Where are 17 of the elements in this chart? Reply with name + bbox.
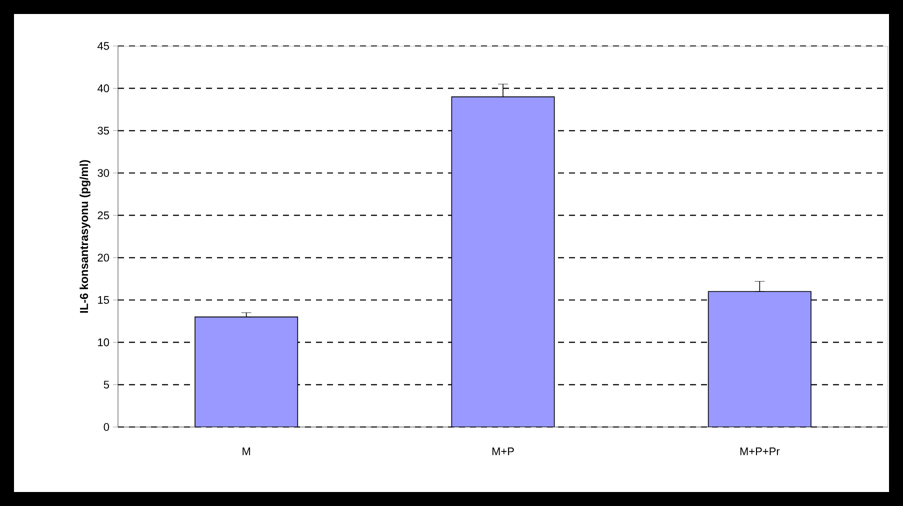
x-tick-label: M+P [492, 448, 514, 456]
y-tick-label: 35 [98, 126, 110, 135]
y-tick-label: 15 [98, 296, 110, 304]
y-axis-title: IL-6 konsantrasyonu (pg/ml) [80, 160, 90, 313]
y-tick-label: 45 [97, 42, 110, 50]
y-tick-label: 25 [98, 211, 110, 220]
bar [708, 291, 812, 427]
x-tick-label: M [242, 448, 250, 456]
y-tick-label: 0 [104, 423, 110, 431]
y-tick-label: 40 [97, 84, 110, 92]
bar [451, 96, 555, 427]
y-tick-label: 20 [98, 254, 110, 262]
bar [194, 316, 298, 427]
y-tick-label: 10 [98, 338, 110, 346]
y-tick-label: 5 [104, 380, 110, 389]
x-tick-label: M+P+Pr [740, 448, 780, 456]
y-tick-label: 30 [98, 169, 110, 177]
